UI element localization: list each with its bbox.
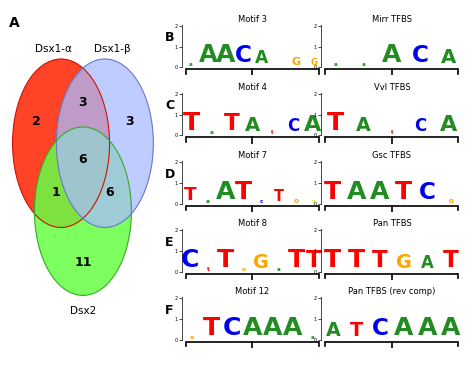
- Text: C: C: [419, 180, 436, 204]
- Text: Pan TFBS (rev comp): Pan TFBS (rev comp): [348, 287, 436, 296]
- Text: T: T: [217, 248, 234, 272]
- Text: T: T: [288, 248, 305, 272]
- Text: Dsx2: Dsx2: [70, 306, 96, 316]
- Text: Gsc TFBS: Gsc TFBS: [373, 151, 411, 160]
- Text: A: A: [199, 43, 218, 67]
- Text: A: A: [245, 116, 260, 135]
- Text: Vvl TFBS: Vvl TFBS: [374, 83, 410, 92]
- Text: T: T: [350, 321, 363, 340]
- Text: A: A: [255, 49, 268, 67]
- Text: Pan TFBS: Pan TFBS: [373, 219, 411, 228]
- Text: a: a: [362, 62, 365, 67]
- Text: o: o: [448, 198, 453, 204]
- Text: T: T: [203, 316, 220, 340]
- Text: A: A: [382, 43, 401, 67]
- Text: A: A: [356, 116, 371, 135]
- Text: a: a: [210, 130, 214, 135]
- Text: c: c: [259, 198, 263, 204]
- Text: Mirr TFBS: Mirr TFBS: [372, 15, 412, 24]
- Text: G: G: [396, 252, 411, 272]
- Text: a: a: [277, 266, 281, 272]
- Text: A: A: [283, 316, 302, 340]
- Text: T: T: [372, 249, 388, 272]
- Text: T: T: [327, 112, 344, 135]
- Text: t: t: [207, 266, 210, 272]
- Text: A: A: [243, 316, 262, 340]
- Text: T: T: [224, 113, 240, 135]
- Text: a: a: [190, 335, 194, 340]
- Text: F: F: [165, 304, 174, 317]
- Text: T: T: [324, 248, 341, 272]
- Text: t: t: [271, 130, 274, 135]
- Text: B: B: [165, 31, 175, 45]
- Text: A: A: [441, 316, 461, 340]
- Text: Motif 7: Motif 7: [238, 151, 267, 160]
- Text: 2: 2: [32, 115, 40, 128]
- Text: A: A: [441, 48, 456, 67]
- Text: C: C: [414, 117, 426, 135]
- Text: a: a: [206, 198, 210, 204]
- Text: T: T: [306, 249, 322, 272]
- Text: A: A: [440, 116, 457, 135]
- Text: t: t: [391, 130, 393, 135]
- Text: T: T: [348, 248, 365, 272]
- Text: G: G: [310, 59, 318, 67]
- Text: C: C: [412, 45, 428, 67]
- Text: T: T: [443, 249, 459, 272]
- Text: Motif 8: Motif 8: [238, 219, 267, 228]
- Text: Dsx1-β: Dsx1-β: [94, 43, 131, 54]
- Text: A: A: [216, 43, 236, 67]
- Text: C: C: [165, 99, 174, 113]
- Text: G: G: [253, 252, 269, 272]
- Text: a: a: [311, 335, 315, 340]
- Text: D: D: [165, 167, 175, 181]
- Text: A: A: [418, 316, 437, 340]
- Text: 3: 3: [126, 115, 134, 128]
- Text: 3: 3: [79, 96, 87, 109]
- Text: A: A: [216, 180, 236, 204]
- Text: A: A: [370, 180, 390, 204]
- Text: C: C: [287, 117, 299, 135]
- Circle shape: [56, 59, 154, 227]
- Text: y: y: [312, 198, 316, 204]
- Text: a: a: [189, 62, 192, 67]
- Text: Motif 3: Motif 3: [238, 15, 267, 24]
- Text: A: A: [421, 254, 434, 272]
- Text: Motif 12: Motif 12: [235, 287, 269, 296]
- Text: Dsx1-α: Dsx1-α: [35, 43, 72, 54]
- Text: T: T: [395, 180, 412, 204]
- Text: T: T: [183, 112, 200, 135]
- Text: C: C: [181, 248, 200, 272]
- Text: A: A: [263, 316, 282, 340]
- Text: A: A: [326, 321, 340, 340]
- Text: a: a: [333, 62, 337, 67]
- Text: T: T: [235, 180, 252, 204]
- Text: E: E: [165, 236, 174, 249]
- Text: A: A: [394, 316, 413, 340]
- Text: T: T: [324, 180, 341, 204]
- Text: A: A: [304, 116, 322, 135]
- Text: T: T: [184, 185, 197, 204]
- Circle shape: [13, 59, 109, 227]
- Text: o: o: [294, 198, 299, 204]
- Text: 6: 6: [105, 185, 114, 199]
- Text: G: G: [292, 57, 301, 67]
- Text: o: o: [241, 266, 246, 272]
- Text: C: C: [235, 45, 252, 67]
- Text: T: T: [274, 188, 284, 204]
- Text: Motif 4: Motif 4: [238, 83, 267, 92]
- Text: 6: 6: [79, 153, 87, 166]
- Text: 11: 11: [74, 256, 91, 269]
- Text: C: C: [372, 316, 389, 340]
- Text: A: A: [9, 15, 20, 29]
- Text: A: A: [347, 180, 366, 204]
- Circle shape: [35, 127, 131, 296]
- Text: 1: 1: [52, 185, 61, 199]
- Text: C: C: [223, 316, 241, 340]
